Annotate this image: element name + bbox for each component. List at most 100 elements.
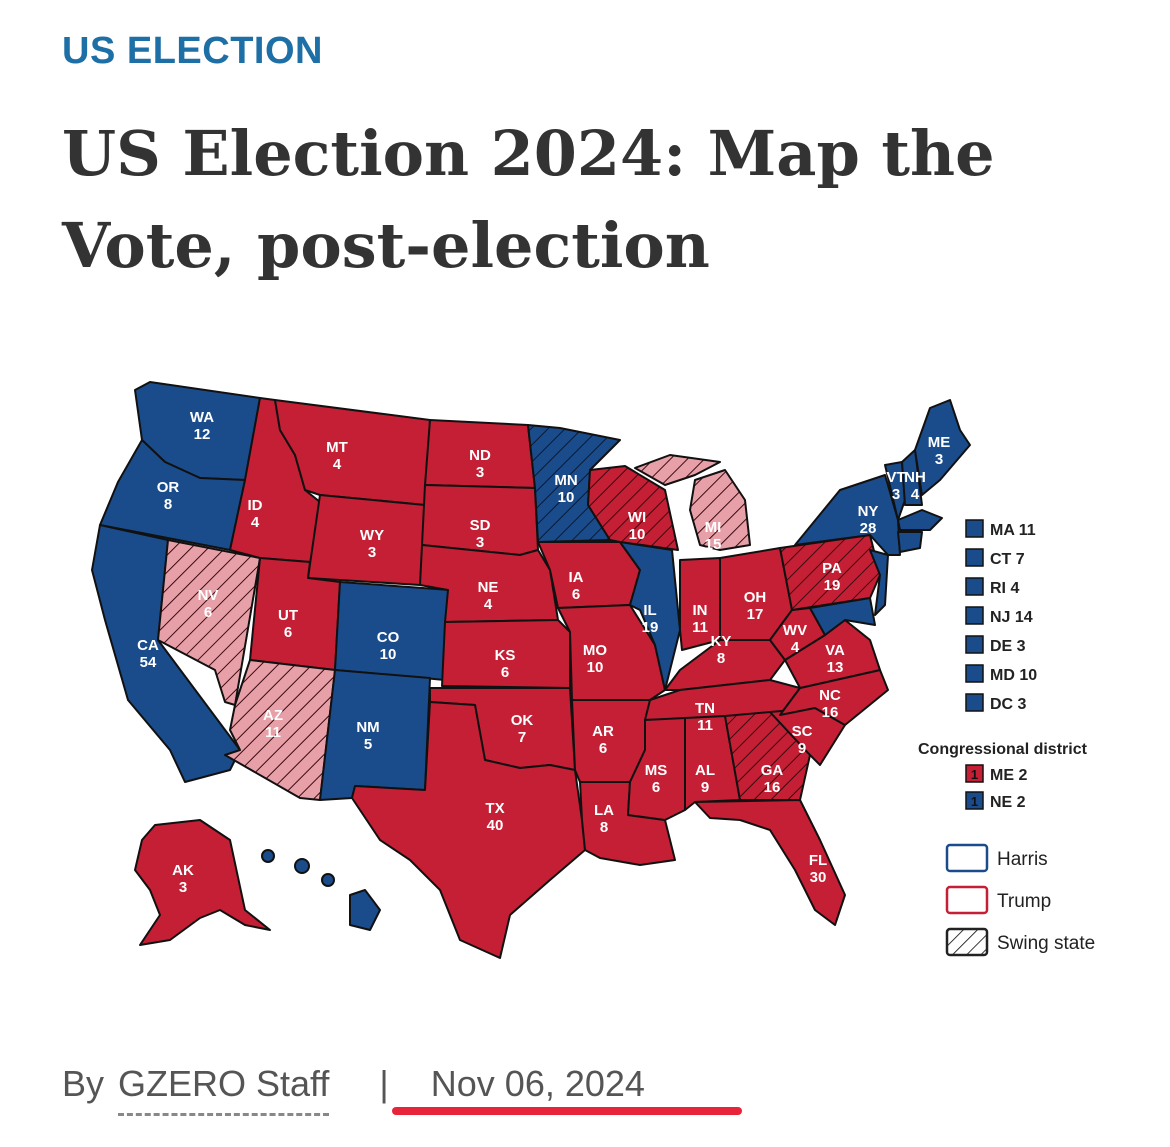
winner-legend: Harris Trump Swing state — [945, 843, 1095, 957]
state-CT[interactable] — [897, 531, 923, 553]
state-MD[interactable] — [809, 597, 876, 636]
state-label-IN: IN — [693, 602, 708, 619]
state-IN[interactable] — [679, 557, 721, 651]
state-ev-WY: 3 — [368, 544, 376, 561]
state-ev-IN: 11 — [692, 619, 708, 636]
district-swatch — [965, 791, 984, 810]
state-ev-AZ: 11 — [265, 724, 281, 741]
legend-label-swing: Swing state — [997, 933, 1095, 954]
small-state-label: MD 10 — [990, 667, 1037, 684]
state-ev-WA: 12 — [194, 426, 211, 443]
small-state-label: DC 3 — [990, 696, 1027, 713]
byline-prefix: By — [62, 1063, 105, 1104]
state-ev-MI: 15 — [705, 536, 722, 553]
small-state-swatch — [965, 519, 984, 538]
state-label-AL: AL — [695, 762, 715, 779]
state-label-MI: MI — [705, 519, 722, 536]
small-states-legend: MA 11 CT 7 RI 4 NJ 14 DE 3 MD 10 DC 3 — [965, 519, 1037, 713]
section-label[interactable]: US ELECTION — [62, 30, 323, 72]
state-label-KS: KS — [495, 647, 516, 664]
state-ev-PA: 19 — [824, 577, 841, 594]
state-label-WV: WV — [783, 622, 807, 639]
electoral-map: WA 12 OR 8 CA 54 NV 6 ID 4 MT 4 WY 3 UT 6 AZ 11 CO 10 NM 5 ND 3… — [80, 370, 1130, 1000]
legend-swatch-harris — [945, 843, 989, 873]
state-HI[interactable] — [349, 889, 381, 931]
district-number: 1 — [971, 767, 978, 782]
state-label-NY: NY — [858, 503, 879, 520]
state-MA[interactable] — [897, 509, 943, 531]
small-state-swatch — [965, 606, 984, 625]
state-ev-KY: 8 — [717, 650, 725, 667]
state-label-AK: AK — [172, 862, 194, 879]
state-ev-MT: 4 — [333, 456, 342, 473]
state-label-NM: NM — [356, 719, 379, 736]
state-TX[interactable] — [351, 701, 586, 959]
state-label-VA: VA — [825, 642, 845, 659]
state-ev-ID: 4 — [251, 514, 260, 531]
state-ev-SC: 9 — [798, 740, 806, 757]
state-label-WY: WY — [360, 527, 384, 544]
state-label-GA: GA — [761, 762, 784, 779]
state-ev-IL: 19 — [642, 619, 659, 636]
state-label-OR: OR — [157, 479, 180, 496]
state-ev-NC: 16 — [822, 704, 839, 721]
district-label: ME 2 — [990, 767, 1027, 784]
state-ev-AL: 9 — [701, 779, 709, 796]
state-label-OH: OH — [744, 589, 767, 606]
state-ev-TX: 40 — [487, 817, 504, 834]
state-ev-NH: 4 — [911, 486, 920, 503]
district-number: 1 — [971, 794, 978, 809]
state-label-MT: MT — [326, 439, 348, 456]
state-GA[interactable] — [724, 711, 811, 801]
state-ME[interactable] — [914, 399, 971, 496]
small-state-label: RI 4 — [990, 580, 1019, 597]
state-ev-NE: 4 — [484, 596, 493, 613]
state-ev-ME: 3 — [935, 451, 943, 468]
state-ev-VT: 3 — [892, 486, 900, 503]
small-state-swatch — [965, 664, 984, 683]
state-label-VT: VT — [886, 469, 905, 486]
state-ev-WV: 4 — [791, 639, 800, 656]
state-ev-NY: 28 — [860, 520, 877, 537]
state-label-LA: LA — [594, 802, 614, 819]
state-ev-ND: 3 — [476, 464, 484, 481]
state-labels: WA12OR8CA54NV6ID4MT4WY3UT6AZ11CO10NM5ND3… — [137, 409, 950, 936]
state-MI-upper[interactable] — [634, 454, 721, 486]
legend-swatch-trump — [945, 885, 989, 915]
state-ev-SD: 3 — [476, 534, 484, 551]
state-label-KY: KY — [711, 633, 732, 650]
state-FL[interactable] — [694, 799, 846, 926]
state-ev-OK: 7 — [518, 729, 526, 746]
state-label-ME: ME — [928, 434, 951, 451]
state-ev-KS: 6 — [501, 664, 509, 681]
state-ev-FL: 30 — [810, 869, 827, 886]
state-label-NV: NV — [198, 587, 219, 604]
state-ev-NV: 6 — [204, 604, 212, 621]
state-ev-GA: 16 — [764, 779, 781, 796]
state-NH[interactable] — [901, 449, 923, 506]
district-legend: 1 ME 2 1 NE 2 — [965, 764, 1027, 811]
small-state-label: CT 7 — [990, 551, 1025, 568]
state-ev-MO: 10 — [587, 659, 604, 676]
state-AK[interactable] — [134, 819, 271, 946]
state-MI[interactable] — [689, 469, 751, 551]
state-label-SC: SC — [792, 723, 813, 740]
state-label-MN: MN — [554, 472, 577, 489]
state-label-OK: OK — [511, 712, 534, 729]
small-state-swatch — [965, 577, 984, 596]
author-link[interactable]: GZERO Staff — [118, 1063, 330, 1116]
legend-swatch-swing — [945, 927, 989, 957]
legend-label-harris: Harris — [997, 849, 1048, 870]
state-IL[interactable] — [619, 541, 681, 691]
small-state-label: DE 3 — [990, 638, 1026, 655]
publish-date: Nov 06, 2024 — [430, 1063, 645, 1104]
state-MO[interactable] — [557, 604, 666, 701]
state-label-IL: IL — [643, 602, 656, 619]
state-ev-OH: 17 — [747, 606, 764, 623]
state-label-TN: TN — [695, 700, 715, 717]
district-heading: Congressional district — [918, 741, 1088, 758]
state-label-PA: PA — [822, 560, 842, 577]
state-ev-UT: 6 — [284, 624, 292, 641]
state-NJ[interactable] — [869, 549, 889, 616]
state-label-AZ: AZ — [263, 707, 283, 724]
